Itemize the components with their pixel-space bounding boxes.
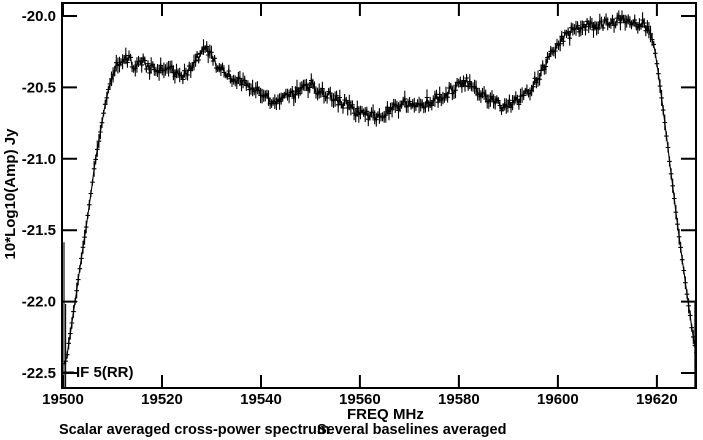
y-tick-label: -21.0 (22, 151, 56, 168)
caption-right: Several baselines averaged (317, 422, 506, 438)
x-tick-label: 19540 (240, 391, 282, 408)
plot-border (61, 2, 697, 389)
x-tick-label: 19520 (141, 391, 183, 408)
data-area (62, 10, 696, 388)
x-tick-label: 19580 (438, 391, 480, 408)
caption-left: Scalar averaged cross-power spectrum (59, 422, 330, 438)
x-tick-label: 19620 (636, 391, 678, 408)
y-tick-labels: -22.5 -22.0 -21.5 -21.0 -20.5 -20.0 (22, 8, 56, 382)
data-plus-markers (62, 13, 696, 366)
x-axis-title-freq: FREQ (347, 406, 389, 423)
x-tick-labels: 19500 19520 19540 19560 19580 19600 19620 (42, 391, 678, 408)
y-tick-label: -20.0 (22, 8, 56, 25)
x-tick-label: 19560 (339, 391, 381, 408)
y-tick-label: -22.0 (22, 294, 56, 311)
y-tick-label: -20.5 (22, 79, 56, 96)
y-tick-label: -22.5 (22, 365, 56, 382)
y-tick-label: -21.5 (22, 222, 56, 239)
x-tick-label: 19600 (537, 391, 579, 408)
y-axis-title: 10*Log10(Amp) Jy (2, 128, 19, 260)
x-tick-label: 19500 (42, 391, 84, 408)
if-label: IF 5(RR) (76, 364, 134, 381)
x-axis-title-mhz: MHz (393, 406, 424, 423)
axis-tick-marks (62, 3, 696, 388)
